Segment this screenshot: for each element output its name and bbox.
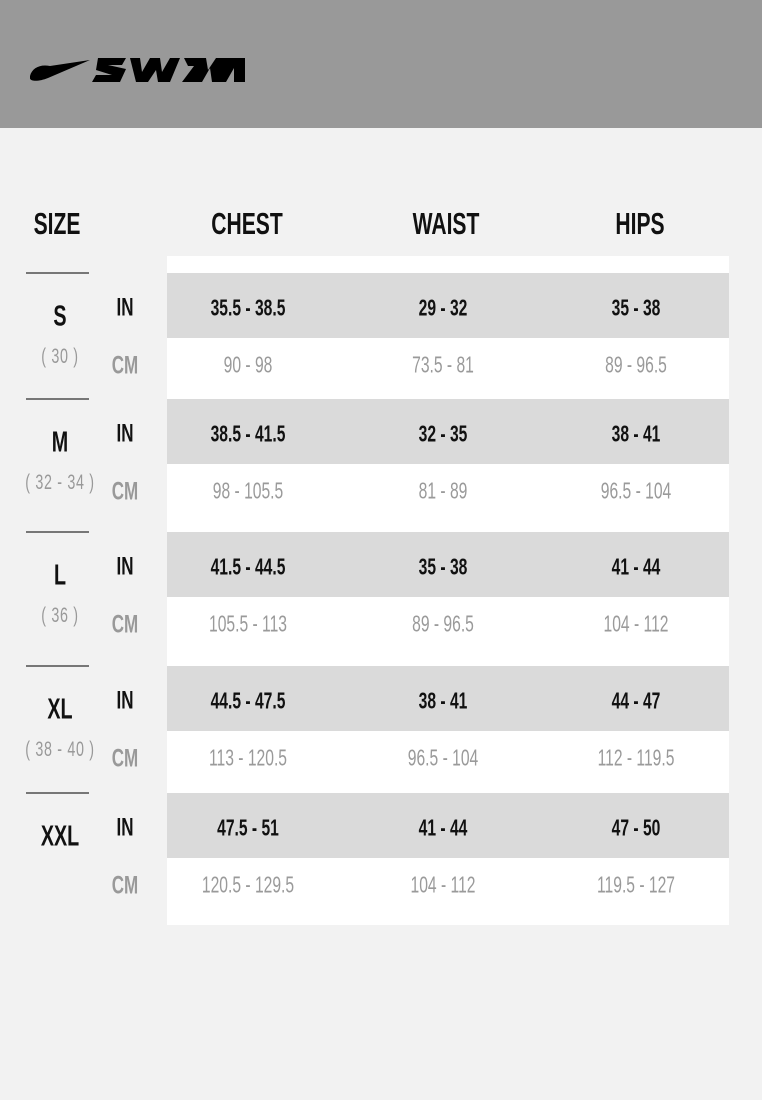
waist-in-value: 35 - 38 (418, 553, 468, 580)
chest-cm-value: 90 - 98 (223, 351, 273, 378)
chest-cm-value: 105.5 - 113 (209, 610, 287, 637)
unit-in-label: IN (116, 293, 134, 322)
chest-in-value: 44.5 - 47.5 (210, 687, 286, 714)
brand-banner (0, 0, 762, 128)
size-divider (26, 272, 89, 274)
unit-cm-label: CM (111, 351, 139, 380)
chest-in-value: 41.5 - 44.5 (210, 553, 286, 580)
hips-cm-value: 119.5 - 127 (597, 871, 675, 898)
size-divider (26, 665, 89, 667)
nike-swim-logo (30, 58, 245, 82)
unit-cm-label: CM (111, 477, 139, 506)
waist-in-value: 32 - 35 (418, 420, 468, 447)
chest-cm-value: 113 - 120.5 (209, 744, 287, 771)
waist-cm-value: 81 - 89 (418, 477, 468, 504)
chest-cm-value: 120.5 - 129.5 (201, 871, 295, 898)
size-number-note: ( 32 - 34 ) (25, 471, 95, 494)
inch-row (167, 666, 729, 731)
unit-cm-label: CM (111, 871, 139, 900)
size-label: L (53, 559, 67, 592)
waist-in-value: 38 - 41 (418, 687, 468, 714)
unit-in-label: IN (116, 686, 134, 715)
hips-in-value: 35 - 38 (611, 294, 661, 321)
hips-cm-value: 104 - 112 (603, 610, 669, 637)
inch-row (167, 532, 729, 597)
hips-in-value: 44 - 47 (611, 687, 661, 714)
size-label: XL (47, 693, 73, 726)
unit-cm-label: CM (111, 744, 139, 773)
chest-in-value: 38.5 - 41.5 (210, 420, 286, 447)
size-number-note: ( 36 ) (41, 604, 79, 627)
waist-in-value: 41 - 44 (418, 814, 468, 841)
unit-in-label: IN (116, 419, 134, 448)
size-number-note: ( 30 ) (41, 345, 79, 368)
waist-in-value: 29 - 32 (418, 294, 468, 321)
unit-in-label: IN (116, 813, 134, 842)
header-chest: CHEST (211, 206, 283, 241)
size-divider (26, 531, 89, 533)
chest-cm-value: 98 - 105.5 (212, 477, 284, 504)
inch-row (167, 273, 729, 338)
size-label: XXL (40, 820, 80, 853)
size-divider (26, 398, 89, 400)
header-hips: HIPS (615, 206, 665, 241)
hips-cm-value: 89 - 96.5 (605, 351, 667, 378)
waist-cm-value: 96.5 - 104 (407, 744, 479, 771)
waist-cm-value: 104 - 112 (410, 871, 476, 898)
header-size: SIZE (33, 206, 81, 241)
waist-cm-value: 89 - 96.5 (412, 610, 474, 637)
unit-in-label: IN (116, 552, 134, 581)
hips-cm-value: 112 - 119.5 (597, 744, 675, 771)
hips-in-value: 38 - 41 (611, 420, 661, 447)
inch-row (167, 399, 729, 464)
inch-row (167, 793, 729, 858)
chest-in-value: 35.5 - 38.5 (210, 294, 286, 321)
unit-cm-label: CM (111, 610, 139, 639)
size-label: S (53, 300, 67, 333)
size-number-note: ( 38 - 40 ) (25, 738, 95, 761)
chest-in-value: 47.5 - 51 (217, 814, 279, 841)
size-divider (26, 792, 89, 794)
header-waist: WAIST (412, 206, 480, 241)
hips-cm-value: 96.5 - 104 (600, 477, 672, 504)
size-label: M (51, 426, 69, 459)
hips-in-value: 47 - 50 (611, 814, 661, 841)
waist-cm-value: 73.5 - 81 (412, 351, 474, 378)
hips-in-value: 41 - 44 (611, 553, 661, 580)
